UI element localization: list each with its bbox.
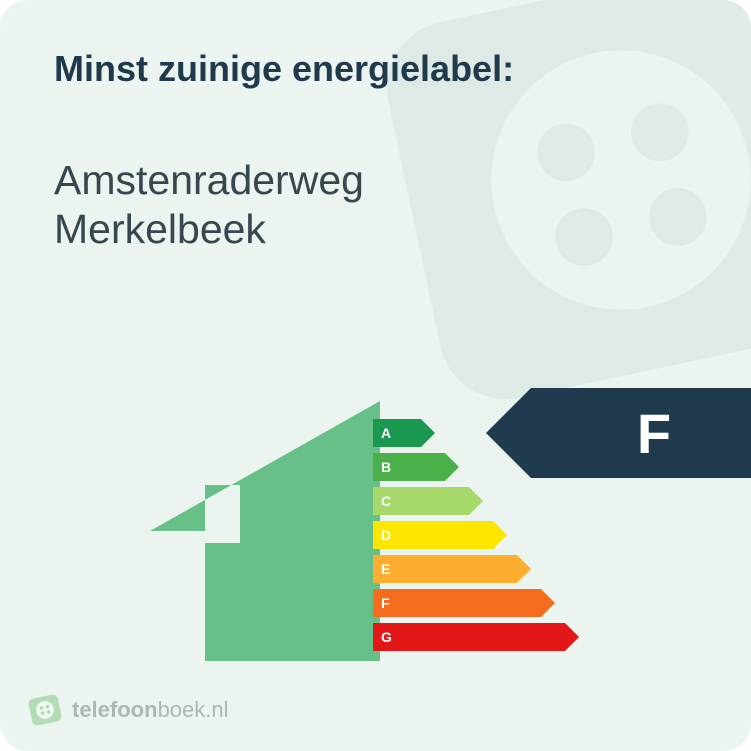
house-icon bbox=[150, 401, 380, 661]
footer-text: telefoonboek.nl bbox=[72, 697, 229, 723]
energy-bar-shape: B bbox=[373, 453, 459, 481]
place-name: Merkelbeek bbox=[54, 205, 697, 254]
energy-bar-shape: C bbox=[373, 487, 483, 515]
energy-bar-e: E bbox=[373, 555, 579, 583]
energy-bar-shape: E bbox=[373, 555, 531, 583]
energy-bar-shape: G bbox=[373, 623, 579, 651]
energy-bar-label: C bbox=[381, 487, 391, 515]
energy-bar-shape: A bbox=[373, 419, 435, 447]
energy-bar-label: E bbox=[381, 555, 390, 583]
footer-branding: telefoonboek.nl bbox=[28, 693, 229, 727]
energy-bar-label: G bbox=[381, 623, 392, 651]
result-tag: F bbox=[531, 388, 751, 478]
energy-bar-label: F bbox=[381, 589, 390, 617]
energy-bar-label: A bbox=[381, 419, 391, 447]
energy-chart: ABCDEFG F bbox=[0, 361, 751, 661]
energy-bar-g: G bbox=[373, 623, 579, 651]
footer-brand-rest: boek.nl bbox=[158, 697, 229, 722]
phonebook-icon bbox=[25, 690, 65, 730]
energy-bar-c: C bbox=[373, 487, 579, 515]
energy-bar-f: F bbox=[373, 589, 579, 617]
result-letter: F bbox=[531, 388, 751, 478]
energy-bar-label: B bbox=[381, 453, 391, 481]
street-name: Amstenraderweg bbox=[54, 156, 697, 205]
footer-brand-bold: telefoon bbox=[72, 697, 158, 722]
energy-bar-shape: F bbox=[373, 589, 555, 617]
energy-bar-d: D bbox=[373, 521, 579, 549]
energy-label-card: Minst zuinige energielabel: Amstenraderw… bbox=[0, 0, 751, 751]
card-title: Minst zuinige energielabel: bbox=[54, 48, 697, 90]
energy-bar-shape: D bbox=[373, 521, 507, 549]
energy-bar-label: D bbox=[381, 521, 391, 549]
